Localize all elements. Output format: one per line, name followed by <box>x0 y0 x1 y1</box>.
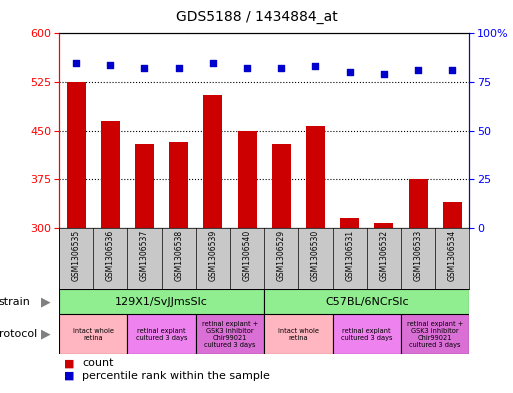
Bar <box>272 143 291 228</box>
Bar <box>264 314 332 354</box>
Bar <box>169 142 188 228</box>
Text: strain: strain <box>0 297 31 307</box>
Point <box>209 59 217 66</box>
Text: retinal explant +
GSK3 inhibitor
Chir99021
cultured 3 days: retinal explant + GSK3 inhibitor Chir990… <box>407 321 463 347</box>
Text: GSM1306532: GSM1306532 <box>380 230 388 281</box>
Text: intact whole
retina: intact whole retina <box>278 327 319 341</box>
Point <box>380 71 388 77</box>
Bar <box>204 95 222 228</box>
Text: ■: ■ <box>64 371 74 381</box>
Text: GSM1306536: GSM1306536 <box>106 230 115 281</box>
Point <box>311 63 320 70</box>
Text: GSM1306529: GSM1306529 <box>277 230 286 281</box>
Text: protocol: protocol <box>0 329 37 339</box>
Text: GSM1306540: GSM1306540 <box>243 230 251 281</box>
Text: percentile rank within the sample: percentile rank within the sample <box>82 371 270 381</box>
Point <box>106 61 114 68</box>
Bar <box>59 289 264 314</box>
Text: GSM1306535: GSM1306535 <box>72 230 81 281</box>
Point <box>346 69 354 75</box>
Text: 129X1/SvJJmsSlc: 129X1/SvJJmsSlc <box>115 297 208 307</box>
Bar <box>135 143 154 228</box>
Point <box>174 65 183 72</box>
Bar <box>127 314 196 354</box>
Bar <box>67 82 86 228</box>
Text: ▶: ▶ <box>41 295 51 308</box>
Bar <box>409 179 427 228</box>
Bar <box>340 218 359 228</box>
Point <box>414 67 422 73</box>
Text: GSM1306533: GSM1306533 <box>413 230 423 281</box>
Point <box>277 65 285 72</box>
Text: count: count <box>82 358 113 368</box>
Bar <box>59 314 127 354</box>
Bar <box>443 202 462 228</box>
Point <box>141 65 149 72</box>
Text: GSM1306537: GSM1306537 <box>140 230 149 281</box>
Text: retinal explant
cultured 3 days: retinal explant cultured 3 days <box>136 327 187 341</box>
Bar <box>306 126 325 228</box>
Text: GSM1306531: GSM1306531 <box>345 230 354 281</box>
Text: intact whole
retina: intact whole retina <box>73 327 114 341</box>
Text: retinal explant
cultured 3 days: retinal explant cultured 3 days <box>341 327 392 341</box>
Bar <box>238 130 256 228</box>
Bar <box>196 314 264 354</box>
Text: GSM1306534: GSM1306534 <box>448 230 457 281</box>
Point <box>72 59 80 66</box>
Text: ■: ■ <box>64 358 74 368</box>
Text: ▶: ▶ <box>41 327 51 341</box>
Text: GSM1306538: GSM1306538 <box>174 230 183 281</box>
Text: retinal explant +
GSK3 inhibitor
Chir99021
cultured 3 days: retinal explant + GSK3 inhibitor Chir990… <box>202 321 258 347</box>
Text: C57BL/6NCrSlc: C57BL/6NCrSlc <box>325 297 409 307</box>
Bar <box>332 314 401 354</box>
Text: GSM1306530: GSM1306530 <box>311 230 320 281</box>
Text: GSM1306539: GSM1306539 <box>208 230 218 281</box>
Bar <box>401 314 469 354</box>
Bar <box>374 223 393 228</box>
Point <box>448 67 457 73</box>
Text: GDS5188 / 1434884_at: GDS5188 / 1434884_at <box>175 10 338 24</box>
Bar <box>101 121 120 228</box>
Point <box>243 65 251 72</box>
Bar <box>264 289 469 314</box>
